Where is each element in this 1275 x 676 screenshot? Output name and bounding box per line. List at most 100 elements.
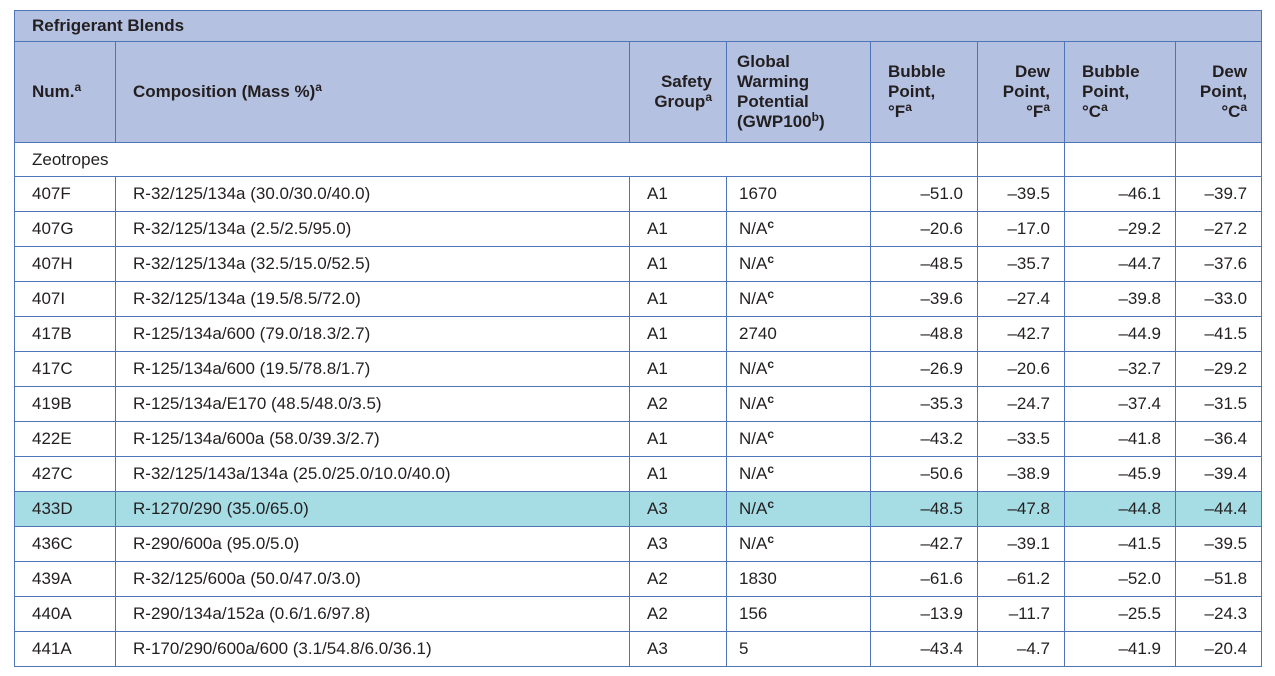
cell-composition: R-32/125/600a (50.0/47.0/3.0) — [115, 561, 630, 597]
cell-num: 422E — [14, 421, 116, 457]
cell-composition: R-1270/290 (35.0/65.0) — [115, 491, 630, 527]
cell-composition: R-125/134a/E170 (48.5/48.0/3.5) — [115, 386, 630, 422]
cell-gwp: N/Ac — [726, 246, 871, 282]
cell-dew-point-c: –39.4 — [1174, 456, 1263, 492]
table-row: 440A R-290/134a/152a (0.6/1.6/97.8) A2 156–… — [14, 596, 1263, 632]
cell-gwp: 2740 — [726, 316, 871, 352]
header-gwp: Global Warming Potential (GWP100b) — [726, 41, 871, 143]
cell-num: 419B — [14, 386, 116, 422]
footnote-marker: c — [767, 392, 775, 406]
cell-num: 417B — [14, 316, 116, 352]
table-row: 427C R-32/125/143a/134a (25.0/25.0/10.0/4… — [14, 456, 1263, 492]
cell-bubble-point-c: –44.8 — [1064, 491, 1176, 527]
cell-bubble-point-c: –44.9 — [1064, 316, 1176, 352]
section-empty-cell — [1064, 142, 1176, 177]
table-row: 407I R-32/125/134a (19.5/8.5/72.0) A1 N/Ac –… — [14, 281, 1263, 317]
cell-bubble-point-f: –51.0 — [870, 176, 978, 212]
cell-dew-point-f: –38.9 — [977, 456, 1065, 492]
cell-bubble-point-c: –39.8 — [1064, 281, 1176, 317]
footnote-marker: c — [767, 427, 775, 441]
cell-safety-group: A3 — [629, 491, 727, 527]
cell-composition: R-32/125/134a (30.0/30.0/40.0) — [115, 176, 630, 212]
cell-bubble-point-f: –39.6 — [870, 281, 978, 317]
cell-safety-group: A3 — [629, 526, 727, 562]
cell-dew-point-f: –61.2 — [977, 561, 1065, 597]
cell-bubble-point-f: –48.5 — [870, 246, 978, 282]
cell-bubble-point-f: –61.6 — [870, 561, 978, 597]
cell-safety-group: A1 — [629, 246, 727, 282]
cell-dew-point-c: –20.4 — [1174, 631, 1263, 667]
cell-composition: R-125/134a/600 (19.5/78.8/1.7) — [115, 351, 630, 387]
section-row-zeotropes: Zeotropes — [14, 142, 1263, 177]
cell-safety-group: A1 — [629, 176, 727, 212]
cell-dew-point-f: –33.5 — [977, 421, 1065, 457]
header-bubble-point-f: Bubble Point, °Fa — [870, 41, 978, 143]
table-title: Refrigerant Blends — [13, 10, 1263, 42]
cell-bubble-point-f: –43.4 — [870, 631, 978, 667]
cell-bubble-point-c: –41.5 — [1064, 526, 1176, 562]
cell-dew-point-c: –29.2 — [1174, 351, 1263, 387]
cell-dew-point-f: –24.7 — [977, 386, 1065, 422]
cell-safety-group: A1 — [629, 421, 727, 457]
cell-dew-point-f: –35.7 — [977, 246, 1065, 282]
cell-gwp: 5 — [726, 631, 871, 667]
cell-bubble-point-f: –26.9 — [870, 351, 978, 387]
header-num: Num.a — [14, 41, 116, 143]
cell-bubble-point-f: –48.8 — [870, 316, 978, 352]
cell-dew-point-c: –36.4 — [1174, 421, 1263, 457]
cell-safety-group: A2 — [629, 596, 727, 632]
cell-dew-point-c: –33.0 — [1174, 281, 1263, 317]
cell-safety-group: A1 — [629, 351, 727, 387]
cell-composition: R-125/134a/600a (58.0/39.3/2.7) — [115, 421, 630, 457]
cell-safety-group: A1 — [629, 281, 727, 317]
cell-num: 407G — [14, 211, 116, 247]
cell-gwp: N/Ac — [726, 211, 871, 247]
cell-safety-group: A1 — [629, 456, 727, 492]
cell-dew-point-c: –31.5 — [1174, 386, 1263, 422]
cell-num: 436C — [14, 526, 116, 562]
table-row: 417C R-125/134a/600 (19.5/78.8/1.7) A1 N/Ac… — [14, 351, 1263, 387]
table-row: 422E R-125/134a/600a (58.0/39.3/2.7) A1 N/A… — [14, 421, 1263, 457]
cell-num: 407F — [14, 176, 116, 212]
cell-dew-point-f: –17.0 — [977, 211, 1065, 247]
cell-gwp: N/Ac — [726, 456, 871, 492]
cell-num: 433D — [14, 491, 116, 527]
cell-dew-point-c: –44.4 — [1174, 491, 1263, 527]
table-row: 407H R-32/125/134a (32.5/15.0/52.5) A1 N/Ac… — [14, 246, 1263, 282]
cell-bubble-point-c: –37.4 — [1064, 386, 1176, 422]
cell-num: 407H — [14, 246, 116, 282]
cell-dew-point-c: –27.2 — [1174, 211, 1263, 247]
cell-bubble-point-f: –48.5 — [870, 491, 978, 527]
cell-dew-point-c: –39.7 — [1174, 176, 1263, 212]
footnote-marker: c — [767, 217, 775, 231]
cell-gwp: N/Ac — [726, 386, 871, 422]
cell-bubble-point-c: –25.5 — [1064, 596, 1176, 632]
table-row: 407G R-32/125/134a (2.5/2.5/95.0) A1 N/Ac –2… — [14, 211, 1263, 247]
footnote-marker: c — [767, 497, 775, 511]
column-header-row: Num.a Composition (Mass %)a Safety Groupa… — [14, 41, 1263, 143]
cell-bubble-point-c: –41.8 — [1064, 421, 1176, 457]
header-dew-point-c: Dew Point, °Ca — [1174, 41, 1263, 143]
cell-composition: R-32/125/134a (19.5/8.5/72.0) — [115, 281, 630, 317]
cell-bubble-point-c: –29.2 — [1064, 211, 1176, 247]
cell-bubble-point-c: –44.7 — [1064, 246, 1176, 282]
cell-gwp: N/Ac — [726, 351, 871, 387]
cell-num: 427C — [14, 456, 116, 492]
section-label: Zeotropes — [14, 142, 871, 177]
header-bubble-point-c: Bubble Point, °Ca — [1064, 41, 1176, 143]
table-row: 439A R-32/125/600a (50.0/47.0/3.0) A2 1830–… — [14, 561, 1263, 597]
cell-bubble-point-f: –42.7 — [870, 526, 978, 562]
cell-dew-point-c: –39.5 — [1174, 526, 1263, 562]
cell-safety-group: A3 — [629, 631, 727, 667]
cell-bubble-point-c: –45.9 — [1064, 456, 1176, 492]
cell-dew-point-c: –37.6 — [1174, 246, 1263, 282]
table-row: 436C R-290/600a (95.0/5.0) A3 N/Ac –42.7 –39.… — [14, 526, 1263, 562]
footnote-marker: c — [767, 462, 775, 476]
cell-dew-point-f: –39.1 — [977, 526, 1065, 562]
header-safety-group: Safety Groupa — [629, 41, 727, 143]
cell-bubble-point-c: –41.9 — [1064, 631, 1176, 667]
table-row: 417B R-125/134a/600 (79.0/18.3/2.7) A1 2740… — [14, 316, 1263, 352]
footnote-marker: c — [767, 287, 775, 301]
footnote-marker: c — [767, 357, 775, 371]
footnote-marker: c — [767, 532, 775, 546]
